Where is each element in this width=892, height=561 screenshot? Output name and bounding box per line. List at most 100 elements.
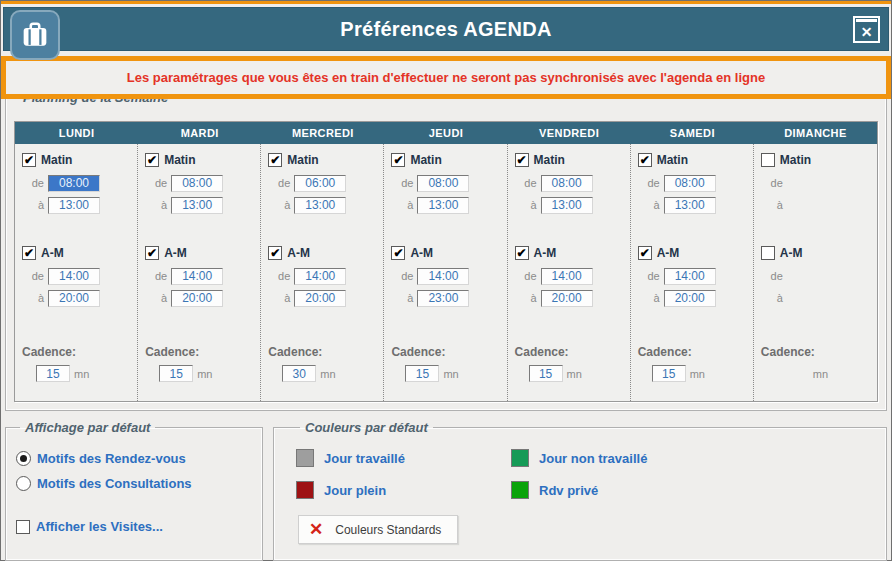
couleurs-legend: Couleurs par défaut	[300, 420, 433, 435]
am-checkbox[interactable]: ✔ A-M	[638, 246, 748, 260]
time-label: de	[761, 270, 783, 282]
couleurs-standards-button[interactable]: ✕ Couleurs Standards	[298, 515, 458, 544]
am-checkbox[interactable]: A-M	[761, 246, 872, 260]
am-checkbox[interactable]: ✔ A-M	[391, 246, 501, 260]
checkbox-afficher-visites[interactable]: Afficher les Visites...	[16, 519, 254, 534]
matin-a-input[interactable]	[294, 197, 346, 214]
checkbox-icon: ✔	[515, 246, 529, 260]
day-column: ✔ Matin de à ✔ A-M de à Cadence: mn	[508, 144, 631, 401]
am-label: A-M	[534, 246, 557, 260]
day-header: SAMEDI	[631, 122, 754, 144]
matin-checkbox[interactable]: ✔ Matin	[268, 153, 378, 167]
time-label: de	[145, 177, 167, 189]
matin-checkbox[interactable]: ✔ Matin	[145, 153, 255, 167]
matin-de-input[interactable]	[294, 175, 346, 192]
day-header: MARDI	[138, 122, 261, 144]
time-label: à	[268, 292, 290, 304]
close-button[interactable]: ✕	[853, 16, 880, 43]
am-checkbox[interactable]: ✔ A-M	[22, 246, 132, 260]
matin-a-input[interactable]	[664, 197, 716, 214]
am-label: A-M	[41, 246, 64, 260]
matin-de-input[interactable]	[48, 175, 100, 192]
briefcase-icon[interactable]	[10, 10, 60, 60]
week-table-header: LUNDIMARDIMERCREDIJEUDIVENDREDISAMEDIDIM…	[15, 122, 877, 144]
mn-label: mn	[567, 368, 582, 380]
week-planning-table: LUNDIMARDIMERCREDIJEUDIVENDREDISAMEDIDIM…	[14, 121, 878, 402]
time-label: de	[145, 270, 167, 282]
color-item-jour-plein: Jour plein	[296, 481, 511, 499]
radio-motifs-rendez-vous[interactable]: Motifs des Rendez-vous	[16, 451, 254, 466]
am-a-input[interactable]	[171, 290, 223, 307]
color-swatch[interactable]	[296, 449, 314, 467]
matin-a-input[interactable]	[541, 197, 593, 214]
color-swatch[interactable]	[511, 481, 529, 499]
am-de-input[interactable]	[664, 268, 716, 285]
matin-de-input[interactable]	[541, 175, 593, 192]
am-a-input[interactable]	[48, 290, 100, 307]
matin-de-input[interactable]	[171, 175, 223, 192]
color-label: Jour travaillé	[324, 451, 405, 466]
matin-checkbox[interactable]: ✔ Matin	[391, 153, 501, 167]
time-label: de	[22, 270, 44, 282]
matin-de-input[interactable]	[664, 175, 716, 192]
sync-warning-banner: Les paramétrages que vous êtes en train …	[1, 56, 891, 99]
time-label: de	[761, 177, 783, 189]
cadence-input[interactable]	[529, 365, 563, 382]
color-swatch[interactable]	[511, 449, 529, 467]
am-checkbox[interactable]: ✔ A-M	[145, 246, 255, 260]
sync-warning-text: Les paramétrages que vous êtes en train …	[127, 70, 765, 85]
checkbox-icon: ✔	[391, 246, 405, 260]
am-a-input[interactable]	[664, 290, 716, 307]
matin-checkbox[interactable]: ✔ Matin	[515, 153, 625, 167]
cadence-label: Cadence:	[268, 345, 378, 359]
matin-de-input[interactable]	[417, 175, 469, 192]
am-checkbox[interactable]: ✔ A-M	[268, 246, 378, 260]
radio-motifs-consultations[interactable]: Motifs des Consultations	[16, 476, 254, 491]
am-label: A-M	[410, 246, 433, 260]
color-swatch[interactable]	[296, 481, 314, 499]
checkbox-icon	[761, 153, 775, 167]
cadence-input[interactable]	[159, 365, 193, 382]
titlebar: Préférences AGENDA ✕	[3, 7, 889, 51]
am-de-input[interactable]	[171, 268, 223, 285]
matin-a-input[interactable]	[48, 197, 100, 214]
cadence-input[interactable]	[282, 365, 316, 382]
color-legend-grid: Jour travaillé Jour non travaillé Jour p…	[296, 449, 878, 499]
bottom-settings-row: Affichage par défaut Motifs des Rendez-v…	[5, 420, 887, 561]
time-label: de	[268, 177, 290, 189]
checkbox-icon: ✔	[638, 153, 652, 167]
checkbox-icon: ✔	[515, 153, 529, 167]
color-label: Jour plein	[324, 483, 386, 498]
cadence-input[interactable]	[36, 365, 70, 382]
matin-label: Matin	[410, 153, 441, 167]
time-label: de	[638, 270, 660, 282]
matin-checkbox[interactable]: ✔ Matin	[638, 153, 748, 167]
matin-label: Matin	[164, 153, 195, 167]
checkbox-icon	[761, 246, 775, 260]
matin-checkbox[interactable]: ✔ Matin	[22, 153, 132, 167]
am-label: A-M	[287, 246, 310, 260]
radio-icon	[16, 451, 31, 466]
cadence-input[interactable]	[405, 365, 439, 382]
matin-checkbox[interactable]: Matin	[761, 153, 872, 167]
time-label: de	[515, 270, 537, 282]
matin-a-input[interactable]	[417, 197, 469, 214]
am-a-input[interactable]	[294, 290, 346, 307]
am-de-input[interactable]	[541, 268, 593, 285]
am-de-input[interactable]	[294, 268, 346, 285]
am-checkbox[interactable]: ✔ A-M	[515, 246, 625, 260]
am-de-input[interactable]	[48, 268, 100, 285]
matin-label: Matin	[780, 153, 811, 167]
am-a-input[interactable]	[541, 290, 593, 307]
cadence-input[interactable]	[652, 365, 686, 382]
am-de-input[interactable]	[417, 268, 469, 285]
matin-label: Matin	[534, 153, 565, 167]
time-label: à	[145, 199, 167, 211]
mn-label: mn	[320, 368, 335, 380]
matin-a-input[interactable]	[171, 197, 223, 214]
time-label: à	[761, 292, 783, 304]
day-header: DIMANCHE	[754, 122, 877, 144]
am-a-input[interactable]	[417, 290, 469, 307]
checkbox-icon: ✔	[145, 246, 159, 260]
checkbox-icon: ✔	[145, 153, 159, 167]
